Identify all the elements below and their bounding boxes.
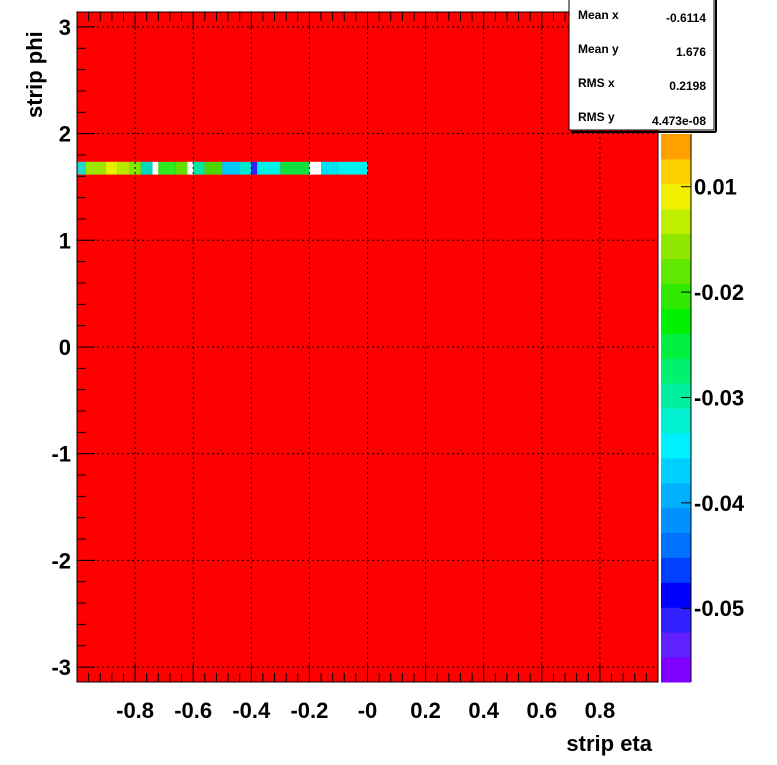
heatmap-cell-15 — [257, 161, 281, 175]
y-axis-title: strip phi — [22, 31, 47, 118]
stats-value-2: 0.2198 — [669, 79, 706, 93]
colorbar-swatch-11 — [661, 383, 691, 409]
colorbar-tick-label-3: -0.04 — [694, 491, 745, 516]
colorbar-swatch-0 — [661, 657, 691, 683]
x-axis-title: strip eta — [566, 731, 652, 756]
colorbar-swatch-13 — [661, 333, 691, 359]
colorbar-swatch-12 — [661, 358, 691, 384]
y-tick-label-2: 1 — [59, 228, 71, 253]
heatmap-cell-0 — [77, 161, 86, 175]
stats-box — [568, 0, 715, 131]
heatmap-cell-6 — [152, 161, 159, 175]
y-tick-label-4: -1 — [51, 442, 71, 467]
heatmap-cell-1 — [85, 161, 107, 175]
colorbar-swatch-17 — [661, 233, 691, 260]
x-tick-label-0: -0.8 — [116, 698, 154, 723]
heatmap-cell-19 — [338, 161, 368, 175]
colorbar-swatch-21 — [661, 134, 691, 160]
heatmap-cell-18 — [321, 161, 339, 175]
x-tick-label-8: 0.8 — [585, 698, 616, 723]
x-tick-label-6: 0.4 — [468, 698, 499, 723]
heatmap-cell-13 — [239, 161, 252, 175]
colorbar-tick-label-1: -0.02 — [694, 280, 744, 305]
colorbar-swatch-2 — [661, 607, 691, 633]
heatmap-cell-8 — [175, 161, 188, 175]
colorbar-swatch-3 — [661, 582, 691, 608]
stats-value-1: 1.676 — [676, 45, 706, 59]
colorbar-swatch-1 — [661, 632, 691, 658]
stats-label-0: Mean x — [578, 8, 619, 22]
y-tick-label-0: 3 — [59, 15, 71, 40]
colorbar-tick-label-0: 0.01 — [694, 175, 737, 200]
heatmap-cell-16 — [280, 161, 310, 175]
colorbar-swatch-10 — [661, 408, 691, 434]
x-tick-label-5: 0.2 — [410, 698, 441, 723]
colorbar-swatch-14 — [661, 308, 691, 334]
stats-label-1: Mean y — [578, 42, 619, 56]
colorbar-swatch-8 — [661, 457, 691, 484]
colorbar-swatch-7 — [661, 482, 691, 509]
heatmap-cell-2 — [106, 161, 118, 175]
heatmap-cell-9 — [187, 161, 194, 175]
colorbar-swatch-16 — [661, 258, 691, 284]
heatmap-cell-7 — [158, 161, 176, 175]
heatmap-cell-5 — [140, 161, 153, 175]
x-tick-label-1: -0.6 — [174, 698, 212, 723]
colorbar-tick-label-2: -0.03 — [694, 385, 744, 410]
stats-label-3: RMS y — [578, 110, 615, 124]
y-tick-label-6: -3 — [51, 655, 71, 680]
stats-value-0: -0.6114 — [666, 11, 706, 25]
x-tick-label-2: -0.4 — [232, 698, 271, 723]
heatmap-cell-3 — [117, 161, 130, 175]
heatmap-cell-14 — [251, 161, 258, 175]
colorbar-swatch-18 — [661, 208, 691, 235]
colorbar-swatch-15 — [661, 283, 691, 309]
stats-label-2: RMS x — [578, 76, 615, 90]
y-tick-label-5: -2 — [51, 548, 71, 573]
x-tick-label-7: 0.6 — [527, 698, 558, 723]
stats-value-3: 4.473e-08 — [652, 114, 706, 128]
y-tick-label-1: 2 — [59, 122, 71, 147]
heatmap-cell-11 — [204, 161, 223, 175]
y-tick-label-3: 0 — [59, 335, 71, 360]
x-tick-label-3: -0.2 — [290, 698, 328, 723]
colorbar-swatch-9 — [661, 432, 691, 459]
colorbar-swatch-5 — [661, 532, 691, 558]
heatmap-cell-12 — [222, 161, 240, 175]
colorbar-swatch-4 — [661, 557, 691, 583]
colorbar-swatch-19 — [661, 183, 691, 210]
x-tick-label-4: -0 — [358, 698, 378, 723]
colorbar-swatch-6 — [661, 507, 691, 534]
heatmap-cell-10 — [193, 161, 205, 175]
colorbar-tick-label-4: -0.05 — [694, 596, 744, 621]
colorbar-swatch-20 — [661, 158, 691, 185]
heatmap-cell-17 — [309, 161, 322, 175]
